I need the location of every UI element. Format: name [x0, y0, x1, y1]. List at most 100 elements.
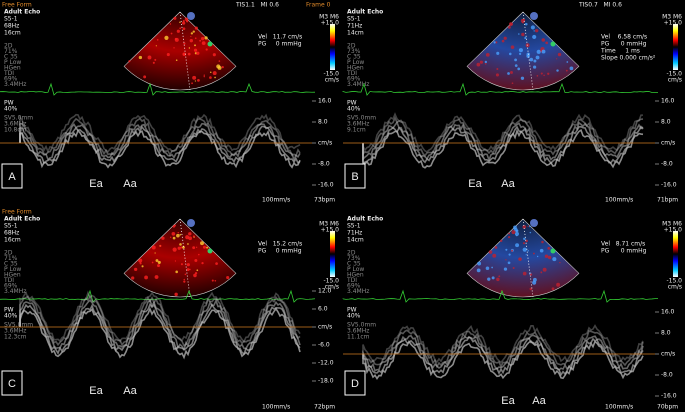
scale-label: -8.0	[661, 372, 673, 379]
speckle	[188, 232, 192, 236]
setting-text: 69%	[4, 283, 18, 290]
speckle	[192, 75, 197, 80]
sector-image	[123, 11, 237, 91]
measurement: Slope 0.000 cm/s²	[601, 55, 656, 62]
setting-text: TDI	[3, 277, 14, 284]
speckle	[147, 55, 152, 60]
speckle	[186, 263, 190, 267]
scale-label: cm/s	[661, 351, 675, 358]
speckle	[155, 259, 159, 262]
speckle	[532, 277, 537, 282]
speckle	[556, 58, 558, 60]
sweep-speed: 100mm/s	[262, 404, 290, 411]
speckle	[215, 262, 218, 265]
speckle	[214, 76, 216, 79]
setting-text: 73%	[347, 48, 361, 55]
speckle	[491, 276, 495, 280]
cursor-line	[179, 218, 191, 298]
speckle	[184, 273, 187, 276]
doppler-spectrum	[19, 113, 301, 154]
setting-text: TDI	[346, 277, 357, 284]
speckle	[541, 49, 546, 54]
sample-gate	[207, 248, 213, 254]
doppler-spectrum	[362, 112, 644, 153]
speckle	[172, 225, 176, 228]
speckle	[183, 280, 186, 283]
colorbar-label: cm/s	[668, 284, 682, 291]
speckle	[514, 64, 518, 67]
speckle	[204, 36, 208, 40]
probe-icon	[187, 12, 195, 20]
speckle	[529, 231, 532, 234]
scale-label: -6.0	[318, 342, 330, 349]
wave-marker: Ea	[501, 395, 515, 407]
speckle	[527, 225, 529, 227]
speckle	[569, 66, 574, 71]
ecg-trace	[342, 82, 659, 96]
speckle	[212, 53, 216, 57]
speckle	[209, 76, 212, 79]
wave-marker: Aa	[501, 178, 515, 190]
speckle	[508, 232, 510, 235]
color-bar	[673, 24, 678, 70]
sweep-speed: 100mm/s	[605, 197, 633, 204]
doppler-spectrum	[19, 122, 301, 162]
measurement: PG 0 mmHg	[601, 41, 647, 48]
speckle	[488, 250, 493, 254]
sv-text: 3.6MHz	[347, 328, 369, 335]
probe-icon	[530, 12, 538, 20]
sector-image	[466, 11, 580, 91]
speckle	[173, 47, 175, 49]
speckle	[144, 275, 148, 280]
speckle	[157, 260, 161, 264]
header-text: S5-1	[4, 16, 18, 23]
colorbar-label: +15.0	[664, 227, 683, 234]
speckle	[520, 76, 525, 80]
speckle	[141, 265, 144, 268]
panel-label: A	[8, 171, 16, 183]
doppler-spectrum	[362, 334, 644, 372]
sample-gate	[207, 41, 213, 47]
wave-marker: Ea	[89, 178, 103, 190]
scale-label: 16.0	[661, 98, 675, 105]
speckle	[533, 59, 537, 63]
setting-text: C 35	[347, 54, 361, 61]
colorbar-label: cm/s	[325, 77, 339, 84]
setting-text: TDI	[346, 70, 357, 77]
speckle	[186, 268, 190, 271]
setting-text: P Low	[4, 59, 21, 66]
header-text: Adult Echo	[347, 9, 383, 16]
probe-icon	[187, 219, 195, 227]
wave-marker: Aa	[532, 395, 546, 407]
speckle	[476, 268, 481, 273]
speckle	[171, 231, 176, 236]
speckle	[518, 48, 523, 53]
sweep-speed: 100mm/s	[605, 404, 633, 411]
speckle	[209, 71, 212, 74]
speckle	[539, 248, 544, 253]
speckle	[508, 253, 511, 256]
panel-label-box	[1, 370, 23, 396]
sv-text: 11.1cm	[347, 334, 370, 341]
speckle	[174, 292, 178, 297]
speckle	[185, 235, 190, 240]
speckle	[214, 279, 217, 282]
speckle	[200, 241, 204, 246]
speckle	[192, 30, 195, 33]
speckle	[522, 271, 527, 276]
speckle	[544, 254, 549, 259]
speckle	[534, 28, 539, 33]
speckle	[551, 287, 555, 291]
speckle	[565, 69, 568, 72]
sv-text: 3.6MHz	[4, 328, 26, 335]
speckle	[189, 268, 191, 271]
sweep-speed: 100mm/s	[262, 197, 290, 204]
pw-text: PW	[4, 100, 14, 107]
speckle	[182, 19, 185, 23]
panel-label: B	[351, 171, 358, 183]
ecg-trace	[0, 289, 316, 303]
speckle	[169, 236, 172, 238]
speckle	[479, 60, 484, 64]
speckle	[530, 25, 535, 30]
